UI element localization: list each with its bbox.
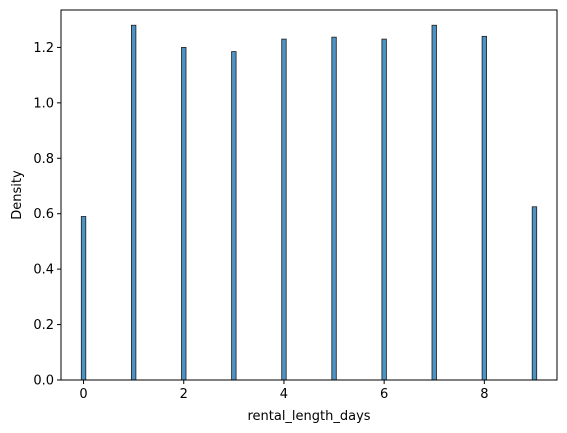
histogram-bar-8	[481, 35, 488, 381]
x-axis-label: rental_length_days	[247, 409, 370, 424]
histogram-bar-6	[381, 38, 387, 381]
histogram-bar-5	[331, 36, 337, 381]
x-tick-label: 4	[280, 387, 288, 402]
y-tick-label: 0.0	[33, 374, 54, 389]
x-axis-ticks: 0 2 4 6 8	[79, 380, 488, 402]
histogram-bar-1	[130, 24, 137, 381]
histogram-bar-4	[281, 38, 287, 381]
x-tick-label: 0	[79, 387, 87, 402]
y-axis-ticks: 0.0 0.2 0.4 0.6 0.8 1.0 1.2	[33, 41, 61, 389]
histogram-bar-0	[80, 216, 87, 381]
x-tick-label: 8	[480, 387, 488, 402]
x-tick-label: 6	[380, 387, 388, 402]
y-tick-label: 0.2	[33, 318, 54, 333]
y-tick-label: 0.6	[33, 207, 54, 222]
histogram-bar-9	[531, 206, 538, 381]
y-tick-label: 1.2	[33, 41, 54, 56]
plot-frame	[60, 9, 558, 381]
histogram-bar-2	[181, 47, 187, 381]
y-tick-label: 1.0	[33, 96, 54, 111]
histogram-bar-7	[431, 24, 437, 381]
x-tick-label: 2	[180, 387, 188, 402]
y-tick-label: 0.8	[33, 152, 54, 167]
histogram-bar-3	[231, 51, 237, 381]
y-axis-label: Density	[10, 170, 25, 220]
plot-background	[61, 10, 557, 380]
y-tick-label: 0.4	[33, 263, 54, 278]
